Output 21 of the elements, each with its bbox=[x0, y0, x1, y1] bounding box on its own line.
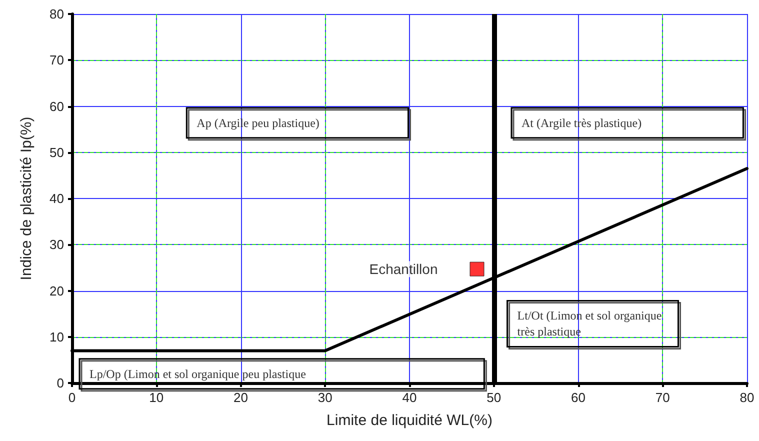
y-tick-label: 70 bbox=[50, 52, 64, 68]
x-tick-label: 80 bbox=[740, 390, 754, 405]
y-tick-label: 50 bbox=[50, 144, 64, 160]
x-tick-label: 30 bbox=[318, 390, 332, 405]
x-tick-label: 40 bbox=[402, 390, 417, 405]
y-tick-label: 60 bbox=[50, 98, 64, 114]
y-tick-label: 80 bbox=[50, 6, 64, 22]
x-tick-label: 50 bbox=[486, 390, 502, 405]
text: Echantillon bbox=[369, 261, 438, 278]
x-tick-label: 10 bbox=[149, 390, 164, 405]
y-axis-title: Indice de plasticité Ip(%) bbox=[18, 116, 35, 280]
x-tick-label: 70 bbox=[655, 390, 670, 405]
y-tick-label: 40 bbox=[50, 191, 64, 206]
x-tick-label: 20 bbox=[234, 390, 248, 405]
x-tick-label: 0 bbox=[68, 390, 76, 405]
y-tick-label: 10 bbox=[50, 329, 64, 344]
x-axis-title: Limite de liquidité WL(%) bbox=[326, 412, 492, 429]
y-tick-label: 20 bbox=[50, 283, 64, 298]
x-tick-label: 60 bbox=[571, 390, 586, 405]
y-tick-label: 0 bbox=[56, 376, 64, 390]
y-tick-label: 30 bbox=[50, 237, 64, 252]
